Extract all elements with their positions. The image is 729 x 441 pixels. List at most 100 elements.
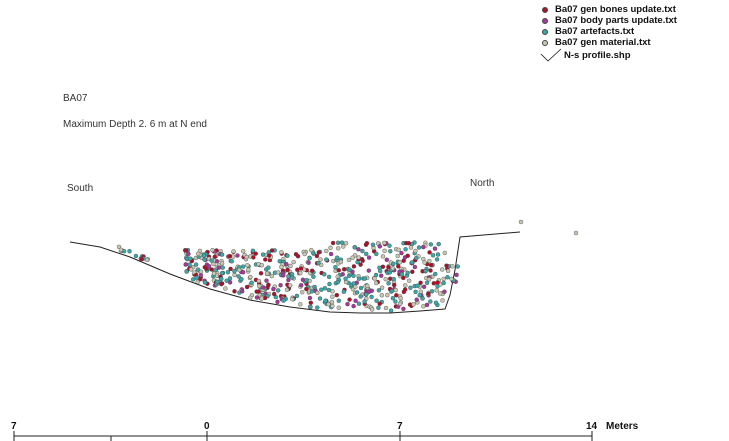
find-point	[441, 280, 446, 286]
point-symbol-icon	[542, 18, 548, 24]
scale-label: 14	[586, 421, 598, 432]
find-point	[298, 266, 304, 271]
find-point	[275, 270, 281, 275]
find-point	[265, 271, 270, 276]
find-point	[369, 294, 374, 300]
find-point	[235, 253, 240, 258]
find-point	[409, 260, 415, 265]
find-point	[227, 280, 233, 285]
find-point	[198, 273, 204, 278]
find-point	[290, 297, 295, 302]
find-point	[275, 299, 280, 305]
find-point	[351, 303, 356, 309]
find-point	[343, 240, 349, 246]
find-point	[253, 251, 258, 256]
find-point	[319, 287, 324, 292]
find-point	[290, 275, 295, 280]
find-point	[304, 277, 309, 283]
find-point	[236, 274, 241, 279]
scale-unit: Meters	[606, 421, 639, 432]
find-point	[393, 299, 398, 304]
find-point	[351, 264, 357, 269]
find-point	[405, 253, 410, 259]
find-point	[421, 244, 426, 250]
find-point	[309, 247, 314, 253]
find-point	[229, 259, 235, 264]
find-point	[418, 280, 423, 285]
find-point	[343, 276, 348, 281]
find-point	[202, 280, 208, 285]
find-point	[249, 280, 254, 285]
find-point	[334, 292, 339, 298]
find-point	[394, 293, 399, 298]
find-point	[263, 257, 268, 262]
find-point	[336, 298, 341, 303]
find-point	[442, 289, 447, 294]
line-symbol-icon	[540, 48, 562, 62]
find-point	[276, 288, 281, 293]
find-point	[391, 261, 396, 266]
find-point	[288, 283, 293, 288]
find-point	[201, 253, 207, 258]
find-point	[455, 264, 460, 269]
find-point	[300, 277, 306, 282]
legend-label: Ba07 gen bones update.txt	[555, 4, 676, 15]
find-point	[258, 271, 264, 276]
find-point	[440, 267, 445, 272]
legend-item-profile: N-s profile.shp	[540, 48, 725, 62]
find-point	[216, 265, 221, 270]
find-point	[309, 268, 315, 273]
find-point	[225, 270, 231, 275]
find-point	[427, 258, 432, 264]
find-point	[335, 240, 341, 246]
find-point	[244, 284, 250, 290]
find-point	[335, 255, 340, 260]
find-point	[251, 255, 256, 260]
find-point	[239, 276, 244, 282]
find-point	[377, 244, 382, 249]
find-point	[327, 281, 332, 287]
map-title: BA07	[63, 93, 88, 104]
find-point	[390, 296, 396, 301]
find-point	[240, 248, 246, 254]
find-point	[307, 256, 312, 261]
find-point	[389, 288, 395, 294]
find-point	[413, 289, 418, 295]
find-point	[264, 278, 269, 283]
find-point	[374, 298, 379, 303]
find-point	[328, 245, 333, 251]
find-point	[127, 248, 132, 254]
find-point	[195, 251, 201, 257]
find-point	[354, 290, 360, 295]
find-point	[415, 283, 420, 288]
find-point	[210, 247, 215, 253]
find-point	[379, 285, 385, 290]
find-point	[183, 262, 189, 267]
find-point	[245, 263, 250, 268]
find-point	[401, 289, 407, 295]
find-point	[318, 257, 323, 262]
find-point	[219, 252, 225, 257]
find-point	[281, 273, 286, 278]
find-point	[422, 260, 427, 265]
find-point	[397, 260, 403, 265]
n-s-profile-line	[69, 231, 521, 314]
find-point	[573, 230, 579, 236]
find-point	[411, 302, 416, 307]
find-point	[387, 243, 392, 248]
find-point	[299, 283, 304, 288]
find-point	[254, 289, 259, 294]
find-point	[246, 267, 251, 272]
find-point	[434, 257, 440, 262]
find-point	[187, 256, 193, 261]
find-point	[450, 264, 455, 269]
find-point	[240, 270, 246, 275]
find-point	[257, 283, 262, 289]
find-point	[405, 270, 410, 275]
legend-item-body-parts: Ba07 body parts update.txt	[540, 15, 725, 26]
find-point	[413, 248, 418, 254]
find-point	[392, 282, 397, 288]
find-point	[397, 301, 403, 307]
find-point	[284, 287, 290, 292]
find-point	[259, 263, 264, 268]
